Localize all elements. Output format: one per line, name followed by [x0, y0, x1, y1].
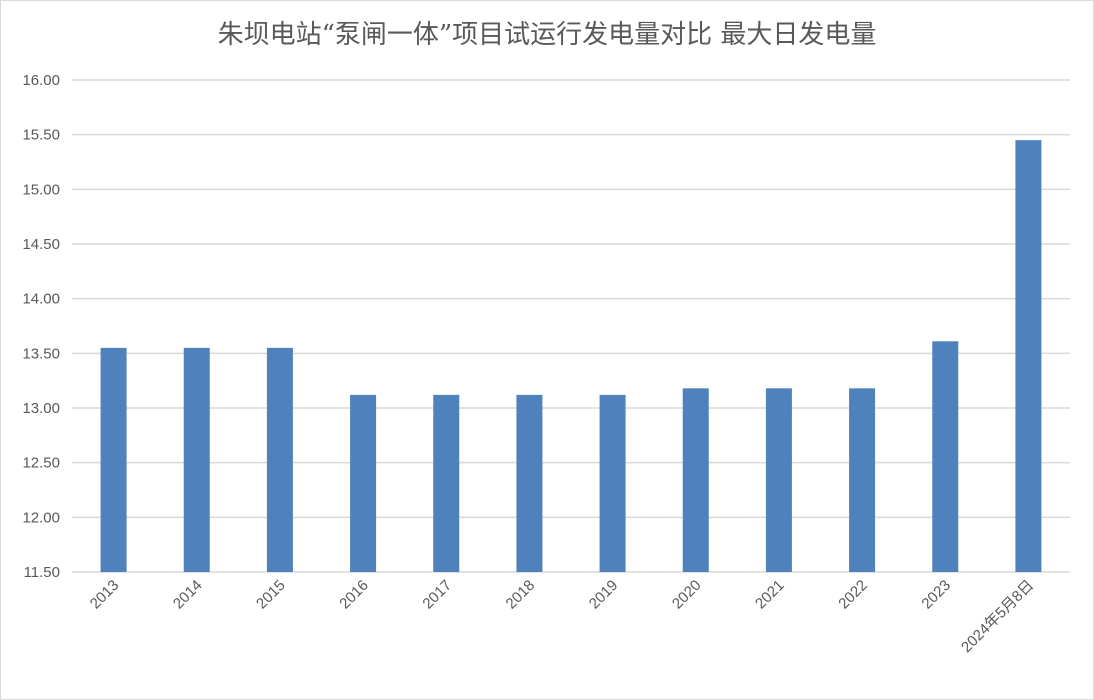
x-tick-label: 2015	[253, 577, 289, 613]
x-tick-label: 2013	[87, 577, 123, 613]
bar-2024年5月8日	[1015, 140, 1042, 572]
x-tick-label: 2019	[586, 577, 622, 613]
bar-2019	[599, 394, 626, 572]
y-tick-label: 14.50	[22, 236, 60, 253]
y-tick-label: 15.00	[22, 181, 60, 198]
bar-2014	[183, 347, 210, 572]
x-tick-label: 2024年5月8日	[958, 577, 1037, 656]
bar-2023	[932, 341, 959, 572]
bar-2021	[765, 388, 792, 572]
y-tick-label: 13.00	[22, 400, 60, 417]
x-tick-label: 2017	[419, 577, 455, 613]
y-tick-label: 16.00	[22, 72, 60, 89]
y-tick-label: 15.50	[22, 127, 60, 144]
y-tick-label: 14.00	[22, 291, 60, 308]
bar-2020	[682, 388, 709, 572]
bar-2016	[350, 394, 377, 572]
x-tick-label: 2016	[336, 577, 372, 613]
x-tick-label: 2020	[669, 577, 705, 613]
bar-2022	[849, 388, 876, 572]
y-tick-label: 12.00	[22, 509, 60, 526]
bar-2015	[266, 347, 293, 572]
bar-2017	[433, 394, 460, 572]
y-tick-label: 11.50	[24, 564, 60, 581]
x-tick-label: 2022	[835, 577, 871, 613]
y-tick-label: 13.50	[22, 345, 60, 362]
x-tick-label: 2014	[170, 577, 206, 613]
chart-title: 朱坝电站“泵闸一体”项目试运行发电量对比 最大日发电量	[217, 20, 877, 50]
y-tick-label: 12.50	[22, 455, 60, 472]
bar-2018	[516, 394, 543, 572]
x-tick-label: 2018	[503, 577, 539, 613]
x-tick-label: 2021	[752, 577, 788, 613]
x-tick-label: 2023	[918, 577, 954, 613]
bar-2013	[100, 347, 127, 572]
